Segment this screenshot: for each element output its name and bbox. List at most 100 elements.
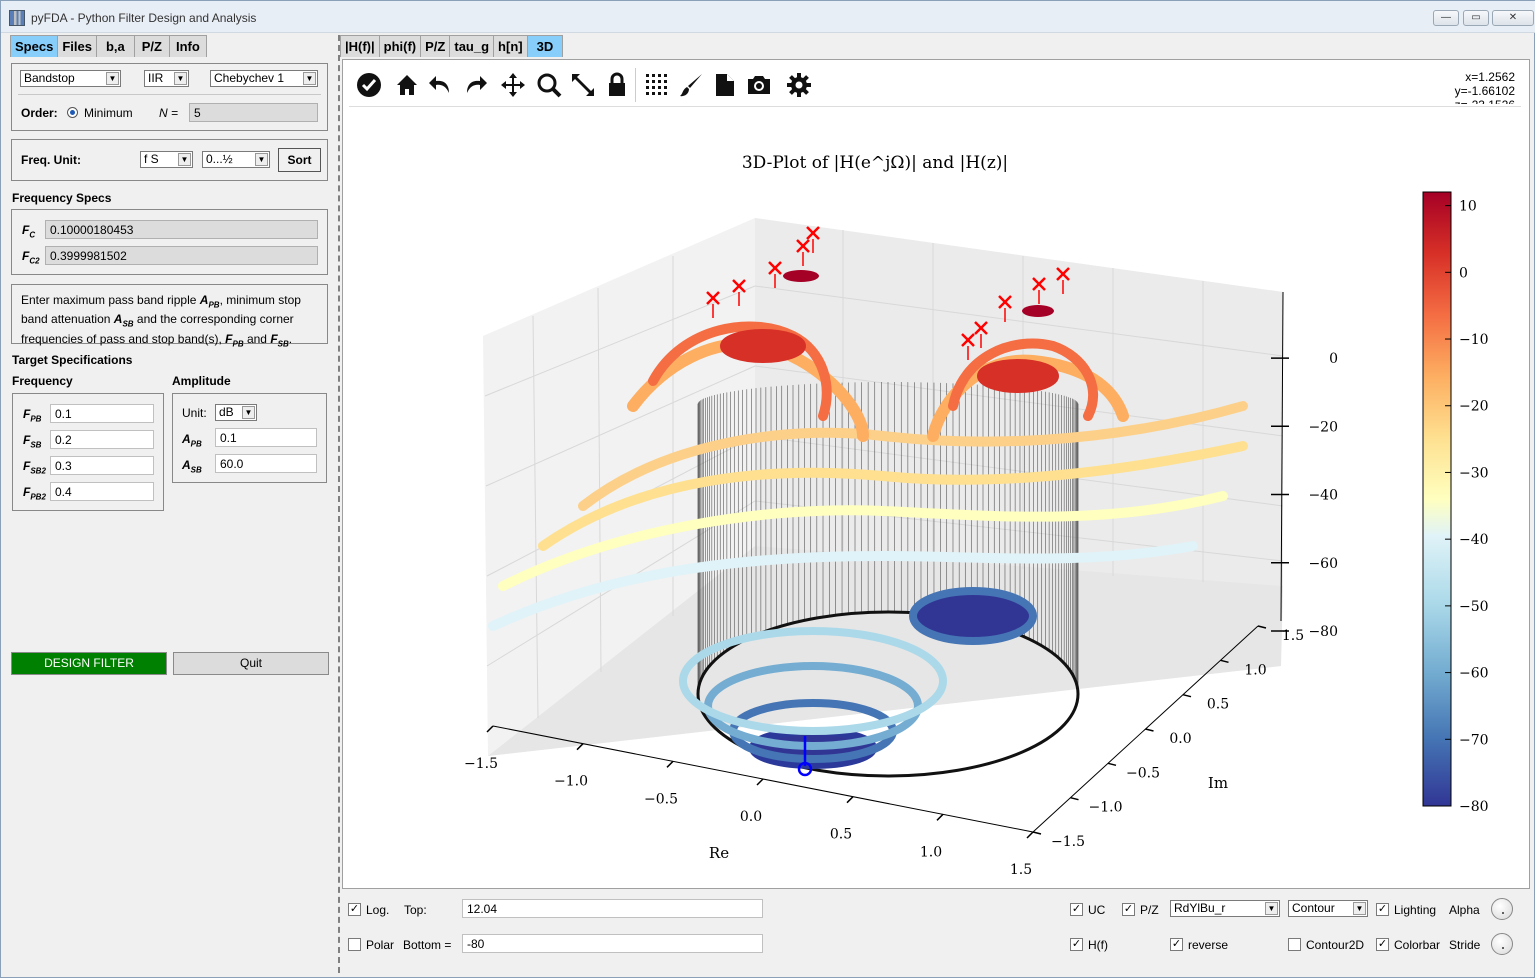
unit-value: dB — [219, 405, 234, 419]
tab-3d[interactable]: 3D — [526, 35, 564, 57]
zero-marker — [797, 761, 813, 777]
x-tick-mark — [666, 760, 674, 768]
tab-impulse-response[interactable]: h[n] — [493, 35, 528, 57]
top-field[interactable]: 12.04 — [462, 899, 763, 918]
hf-checkbox[interactable]: ✓ — [1070, 938, 1083, 951]
asb-field[interactable]: 60.0 — [215, 454, 317, 473]
polar-checkbox[interactable] — [348, 938, 361, 951]
3d-plot[interactable]: 3D-Plot of |H(e^jΩ)| and |H(z)| Re Im −1… — [343, 106, 1529, 890]
pole-marker — [974, 321, 988, 348]
tab-pz[interactable]: P/Z — [133, 35, 170, 57]
response-type-value: Bandstop — [24, 71, 75, 85]
info-apb: APB — [199, 293, 220, 310]
stride-dial[interactable] — [1491, 933, 1513, 955]
z-axis-line — [1280, 291, 1284, 622]
plot-type-select[interactable]: Contour ▼ — [1288, 900, 1368, 917]
lighting-checkbox[interactable]: ✓ — [1376, 903, 1389, 916]
order-minimum-radio[interactable] — [67, 107, 78, 118]
z-tick-label: −40 — [1308, 488, 1338, 504]
document-icon[interactable] — [711, 71, 739, 99]
undo-icon[interactable] — [427, 71, 455, 99]
tab-pole-zero[interactable]: P/Z — [420, 35, 451, 57]
app-logo-icon — [9, 10, 25, 26]
sort-button[interactable]: Sort — [278, 148, 321, 172]
plot-title: 3D-Plot of |H(e^jΩ)| and |H(z)| — [742, 153, 1008, 173]
order-n-field[interactable]: 5 — [189, 103, 318, 122]
chevron-down-icon: ▼ — [242, 406, 255, 419]
unit-select[interactable]: dB ▼ — [215, 404, 257, 421]
freq-unit-select[interactable]: f S ▼ — [140, 151, 193, 168]
redo-icon[interactable] — [461, 71, 489, 99]
colorbar-tick-label: 0 — [1459, 265, 1468, 281]
grid-icon[interactable] — [643, 71, 671, 99]
chevron-down-icon: ▼ — [1353, 902, 1366, 915]
alpha-dial[interactable] — [1491, 898, 1513, 920]
home-icon[interactable] — [393, 71, 421, 99]
freq-range-select[interactable]: 0...½ ▼ — [202, 151, 270, 168]
minimize-button[interactable]: — — [1433, 10, 1459, 26]
gear-icon[interactable] — [785, 71, 813, 99]
tab-phase[interactable]: phi(f) — [378, 35, 422, 57]
z-tick-label: 0 — [1329, 351, 1338, 367]
response-type-select[interactable]: Bandstop ▼ — [20, 70, 121, 87]
quit-button[interactable]: Quit — [173, 652, 329, 675]
y-tick-label: 1.0 — [1244, 662, 1266, 678]
y-tick-mark — [1145, 728, 1154, 732]
z-tick-label: −60 — [1308, 556, 1338, 572]
fsb2-field[interactable]: 0.3 — [50, 456, 154, 475]
tab-files[interactable]: Files — [57, 35, 97, 57]
x-tick-label: 1.5 — [1010, 862, 1032, 878]
fc-field[interactable]: 0.10000180453 — [45, 220, 318, 239]
order-minimum-label: Minimum — [84, 106, 133, 120]
log-checkbox[interactable]: ✓ — [348, 903, 361, 916]
x-ticks: −1.5 −1.0 −0.5 0.0 0.5 1.0 1.5 — [464, 725, 1034, 878]
brush-icon[interactable] — [677, 71, 705, 99]
coord-z: z=-23.1526 — [1455, 98, 1515, 104]
info-text: . — [288, 331, 293, 346]
uc-checkbox[interactable]: ✓ — [1070, 903, 1083, 916]
target-frequency-box: FPB 0.1 FSB 0.2 FSB2 0.3 FPB2 0.4 — [12, 393, 164, 511]
close-button[interactable]: ✕ — [1492, 10, 1534, 26]
camera-icon[interactable] — [745, 71, 773, 99]
fsb-field[interactable]: 0.2 — [50, 430, 154, 449]
tab-magnitude[interactable]: |H(f)| — [340, 35, 380, 57]
full-view-icon[interactable] — [569, 71, 597, 99]
reverse-label: reverse — [1188, 938, 1229, 952]
filter-class-select[interactable]: IIR ▼ — [144, 70, 189, 87]
fpb-field[interactable]: 0.1 — [50, 404, 154, 423]
x-tick-mark — [756, 778, 764, 786]
apb-field[interactable]: 0.1 — [215, 428, 317, 447]
zoom-icon[interactable] — [535, 71, 563, 99]
pz-checkbox[interactable]: ✓ — [1122, 903, 1135, 916]
x-tick-label: −1.0 — [554, 774, 588, 790]
design-filter-button[interactable]: DESIGN FILTER — [11, 652, 167, 675]
colorbar-tick-label: −70 — [1459, 732, 1489, 748]
reverse-checkbox[interactable]: ✓ — [1170, 938, 1183, 951]
back-wall — [755, 218, 1283, 586]
tab-ba[interactable]: b,a — [95, 35, 135, 57]
pz-label: P/Z — [1140, 903, 1159, 917]
poles — [706, 226, 1070, 360]
info-text-box: Enter maximum pass band ripple APB, mini… — [11, 284, 328, 348]
design-method-select[interactable]: Chebychev 1 ▼ — [210, 70, 318, 87]
fc2-field[interactable]: 0.3999981502 — [45, 246, 318, 265]
panel-splitter[interactable] — [338, 35, 340, 973]
z-tick-label: −20 — [1308, 419, 1338, 435]
tab-specs[interactable]: Specs — [10, 35, 59, 57]
check-icon[interactable] — [355, 71, 383, 99]
frequency-specs-box: FC 0.10000180453 FC2 0.3999981502 — [11, 209, 328, 275]
y-tick-mark — [1032, 831, 1042, 835]
move-icon[interactable] — [499, 71, 527, 99]
maximize-button[interactable]: ▭ — [1463, 10, 1489, 26]
fpb2-field[interactable]: 0.4 — [50, 482, 154, 501]
contour2d-checkbox[interactable] — [1288, 938, 1301, 951]
tab-info[interactable]: Info — [168, 35, 207, 57]
filter-type-box: Bandstop ▼ IIR ▼ Chebychev 1 ▼ Order: Minim… — [11, 63, 328, 131]
fsb-label: FSB — [23, 433, 42, 450]
bottom-field[interactable]: -80 — [462, 934, 763, 953]
colorbar-checkbox[interactable]: ✓ — [1376, 938, 1389, 951]
tab-group-delay[interactable]: tau_g — [449, 35, 495, 57]
lock-icon[interactable] — [603, 71, 631, 99]
colormap-select[interactable]: RdYlBu_r ▼ — [1170, 900, 1280, 917]
